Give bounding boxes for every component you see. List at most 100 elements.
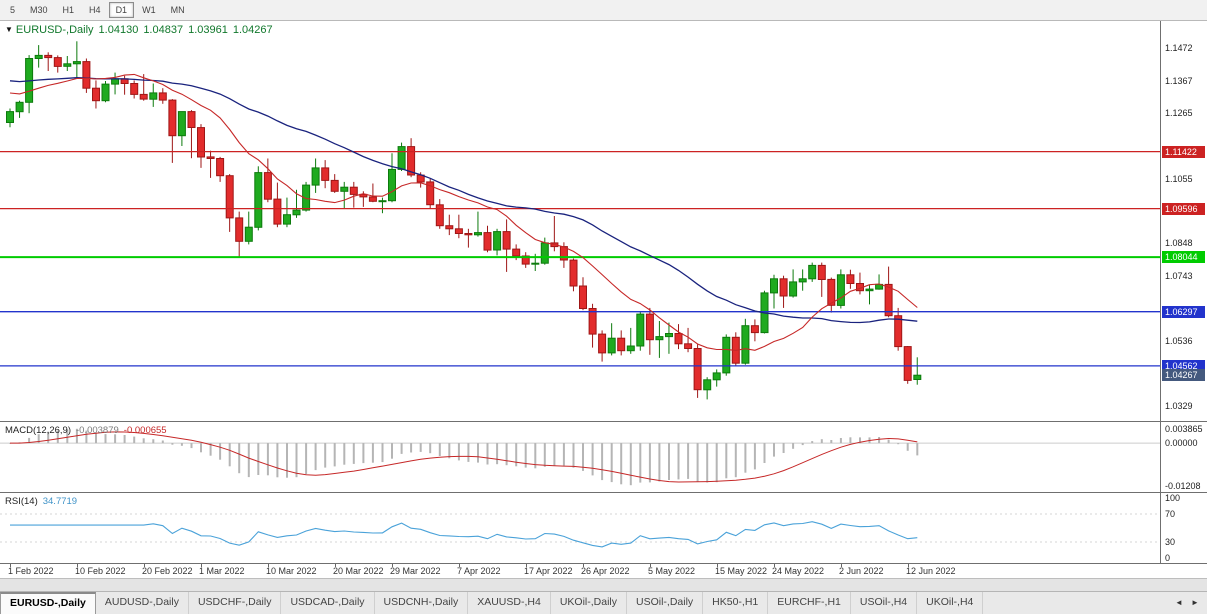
price-axis-tick: 1.0743 [1165,271,1193,281]
time-axis-tickmark [583,564,584,567]
period-button-m30[interactable]: M30 [30,5,48,15]
price-axis-tick: 1.0848 [1165,238,1193,248]
time-axis-tickmark [77,564,78,567]
macd-signal-line [10,431,918,483]
level-price-flag: 1.04267 [1162,369,1205,381]
rsi-axis-tick: 30 [1165,537,1176,547]
ohlc-open-value: 1.04130 [98,24,139,36]
chart-tab-bar: EURUSD-,Daily AUDUSD-,Daily USDCHF-,Daily U… [0,591,1207,614]
time-axis-label: 20 Mar 2022 [333,566,384,576]
rsi-axis-tick: 70 [1165,509,1176,519]
price-axis-tick: 1.0329 [1165,401,1193,411]
tab-eurusd-daily[interactable]: EURUSD-,Daily [0,592,96,614]
chart-tabs: EURUSD-,Daily AUDUSD-,Daily USDCHF-,Daily U… [0,592,984,614]
rsi-indicator-label: RSI(14) 34.7719 [5,496,77,507]
price-axis-tick: 1.0536 [1165,336,1193,346]
time-axis-label: 15 May 2022 [715,566,768,576]
tab-usoil-daily[interactable]: USOil-,Daily [627,592,704,614]
time-axis-tickmark [717,564,718,567]
macd-histogram [9,428,919,486]
tab-xauusd-h4[interactable]: XAUUSD-,H4 [468,592,551,614]
level-price-flag: 1.08044 [1162,251,1205,263]
tab-scroll-left-button[interactable]: ◄ [1175,598,1183,607]
macd-axis-tick: 0.003865 [1165,424,1203,434]
time-axis-label: 7 Apr 2022 [457,566,501,576]
tab-ukoil-daily[interactable]: UKOil-,Daily [551,592,627,614]
one-click-trading-toggle[interactable]: ▼ [5,25,13,34]
window-gap [0,578,1207,591]
tab-scroll-right-button[interactable]: ► [1191,598,1199,607]
period-button-h1[interactable]: H1 [62,5,75,15]
chart-symbol-header: ▼ EURUSD-,Daily 1.04130 1.04837 1.03961 1.042… [5,24,273,36]
tab-usoil-h4[interactable]: USOil-,H4 [851,592,918,614]
macd-axis-tick: -0.01208 [1165,481,1201,491]
ohlc-high-value: 1.04837 [143,24,184,36]
timeframe-toolbar: 5 M30 H1 H4 D1 W1 MN [0,0,1207,21]
time-axis-tickmark [526,564,527,567]
time-axis-tickmark [201,564,202,567]
time-axis-label: 20 Feb 2022 [142,566,193,576]
period-button-h4[interactable]: H4 [89,5,101,15]
time-axis-label: 17 Apr 2022 [524,566,573,576]
time-axis-tickmark [841,564,842,567]
axis-separator-line [1160,21,1161,563]
rsi-name: RSI(14) [5,496,38,507]
time-axis-tickmark [144,564,145,567]
pane-separator[interactable] [0,421,1207,422]
tab-usdcad-daily[interactable]: USDCAD-,Daily [281,592,375,614]
time-axis-label: 10 Mar 2022 [266,566,317,576]
ohlc-low-value: 1.03961 [188,24,228,36]
moving-average-slow-line[interactable] [9,77,918,324]
time-axis-tickmark [459,564,460,567]
time-axis-label: 12 Jun 2022 [906,566,956,576]
tab-hk50-h1[interactable]: HK50-,H1 [703,592,769,614]
price-axis-tick: 1.1055 [1165,174,1193,184]
macd-indicator-pane[interactable] [0,422,1160,492]
pane-separator[interactable] [0,492,1207,493]
rsi-indicator-pane[interactable] [0,493,1160,563]
tab-eurchf-h1[interactable]: EURCHF-,H1 [768,592,851,614]
time-axis-label: 24 May 2022 [772,566,825,576]
macd-name: MACD(12,26,9) [5,425,71,436]
period-button-w1[interactable]: W1 [142,5,156,15]
price-axis-tick: 1.1472 [1165,43,1193,53]
time-axis-tickmark [650,564,651,567]
time-axis-label: 29 Mar 2022 [390,566,441,576]
ohlc-close-value: 1.04267 [232,24,273,36]
time-axis-tickmark [908,564,909,567]
rsi-axis[interactable]: 100 70 30 0 [1161,493,1207,563]
period-button-mn[interactable]: MN [170,5,185,15]
tab-audusd-daily[interactable]: AUDUSD-,Daily [96,592,189,614]
rsi-value: 34.7719 [42,496,78,507]
time-axis-label: 5 May 2022 [648,566,696,576]
time-axis-tickmark [335,564,336,567]
period-button-5[interactable]: 5 [10,5,16,15]
rsi-line [10,521,918,548]
time-axis-tickmark [10,564,11,567]
price-chart-pane[interactable] [0,21,1160,421]
time-axis-label: 1 Feb 2022 [8,566,54,576]
tab-ukoil-h4[interactable]: UKOil-,H4 [917,592,984,614]
tab-usdcnh-daily[interactable]: USDCNH-,Daily [375,592,469,614]
price-axis-tick: 1.1265 [1165,108,1193,118]
time-axis[interactable]: 1 Feb 2022 10 Feb 2022 20 Feb 2022 1 Mar 20… [0,564,1207,578]
chart-window: ▼ EURUSD-,Daily 1.04130 1.04837 1.03961 1.042… [0,21,1207,578]
period-button-d1[interactable]: D1 [108,2,135,18]
candlesticks [6,41,922,400]
rsi-axis-tick: 100 [1165,493,1181,503]
time-axis-label: 2 Jun 2022 [839,566,884,576]
macd-signal-value: -0.000655 [123,425,167,436]
time-axis-tickmark [268,564,269,567]
rsi-axis-tick: 0 [1165,553,1171,563]
macd-axis[interactable]: 0.003865 0.00000 -0.01208 [1161,422,1207,492]
tab-usdchf-daily[interactable]: USDCHF-,Daily [189,592,282,614]
price-axis[interactable]: 1.1472 1.1367 1.1265 1.1055 1.0848 1.0743 1.05… [1161,21,1207,421]
tab-scroll-controls: ◄ ► [1172,592,1207,614]
macd-main-value: -0.003879 [76,425,119,436]
macd-indicator-label: MACD(12,26,9) -0.003879 -0.000655 [5,425,167,436]
level-price-flag: 1.11422 [1162,146,1205,158]
moving-average-fast-line[interactable] [9,73,918,351]
price-axis-tick: 1.1367 [1165,76,1193,86]
pane-separator [0,563,1207,564]
